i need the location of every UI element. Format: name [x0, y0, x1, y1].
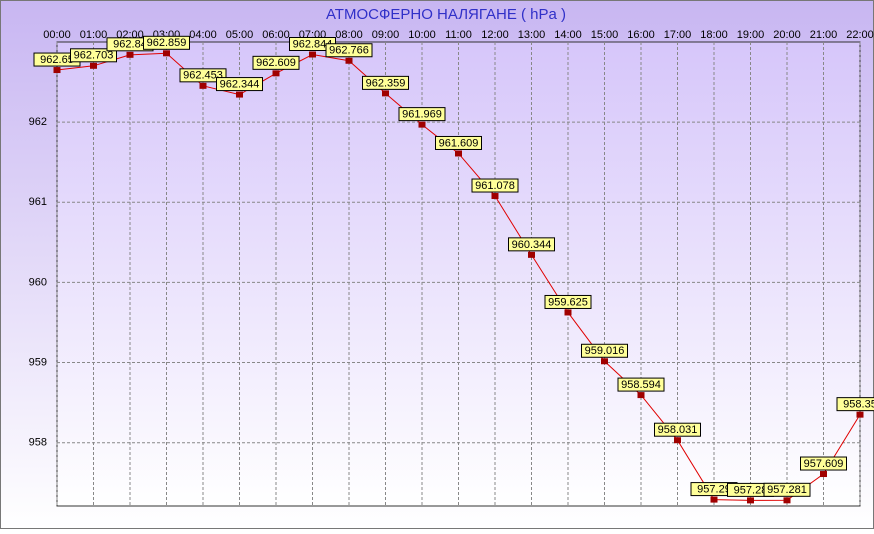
marker — [418, 121, 426, 128]
data-label: 958.031 — [658, 424, 698, 436]
label-box — [617, 377, 665, 392]
y-tick-label: 960 — [29, 276, 47, 288]
x-tick-label: 16:00 — [627, 29, 655, 41]
marker — [747, 497, 754, 504]
data-label: 962.609 — [256, 57, 296, 69]
data-label: 962.65 — [40, 54, 74, 66]
data-label: 962.344 — [220, 78, 260, 90]
x-tick-label: 12:00 — [481, 29, 509, 41]
marker — [856, 411, 864, 418]
label-box — [763, 482, 811, 497]
data-label: 957.29 — [697, 483, 731, 495]
label-box — [544, 294, 592, 309]
data-label: 962.84 — [113, 39, 147, 51]
data-label: 962.703 — [74, 50, 114, 62]
x-tick-label: 04:00 — [189, 29, 217, 41]
y-tick-label: 958 — [29, 437, 47, 449]
marker — [491, 193, 499, 200]
marker — [382, 90, 389, 97]
x-tick-label: 06:00 — [262, 29, 290, 41]
data-label: 957.28 — [734, 484, 768, 496]
data-label: 961.609 — [439, 137, 479, 149]
x-tick-label: 01:00 — [80, 29, 108, 41]
data-label: 962.859 — [147, 37, 187, 49]
label-box — [471, 178, 519, 193]
label-box — [581, 343, 628, 358]
marker — [637, 392, 645, 399]
marker — [309, 51, 316, 58]
marker — [272, 70, 280, 77]
marker — [601, 358, 608, 365]
label-box — [654, 422, 701, 437]
data-label: 962.844 — [293, 38, 333, 50]
marker — [783, 497, 791, 504]
marker — [199, 82, 207, 89]
data-label: 959.625 — [548, 296, 588, 308]
data-label: 958.35 — [843, 399, 874, 411]
data-label: 957.281 — [767, 484, 807, 496]
x-tick-label: 17:00 — [664, 29, 692, 41]
marker — [236, 91, 243, 98]
x-tick-label: 09:00 — [372, 29, 400, 41]
data-label: 962.453 — [183, 70, 223, 82]
data-label: 959.016 — [585, 345, 625, 357]
y-tick-label: 962 — [29, 116, 47, 128]
data-label: 958.594 — [621, 379, 661, 391]
x-tick-label: 15:00 — [591, 29, 619, 41]
y-tick-label: 961 — [29, 196, 47, 208]
marker — [710, 496, 718, 503]
data-label: 960.344 — [512, 239, 552, 251]
y-tick-label: 959 — [29, 356, 47, 368]
x-tick-label: 13:00 — [518, 29, 546, 41]
x-tick-label: 08:00 — [335, 29, 363, 41]
marker — [90, 62, 97, 69]
label-box — [800, 456, 847, 471]
data-label: 962.359 — [366, 77, 406, 89]
x-tick-label: 19:00 — [737, 29, 765, 41]
label-box — [179, 68, 227, 83]
label-box — [362, 75, 409, 90]
x-tick-label: 20:00 — [773, 29, 801, 41]
x-tick-label: 00:00 — [43, 29, 71, 41]
x-tick-label: 11:00 — [445, 29, 472, 41]
chart-title: АТМОСФЕРНО НАЛЯГАНЕ ( hPa ) — [326, 6, 566, 23]
label-box — [508, 237, 555, 252]
marker — [53, 67, 61, 74]
label-box — [398, 107, 446, 122]
marker — [820, 471, 827, 478]
marker — [674, 437, 681, 444]
marker — [126, 51, 134, 58]
x-tick-label: 22:00 — [846, 29, 874, 41]
x-tick-label: 10:00 — [408, 29, 436, 41]
label-box — [325, 43, 373, 58]
marker — [528, 251, 535, 258]
label-box — [70, 48, 117, 63]
label-box — [216, 77, 263, 92]
marker — [163, 50, 170, 57]
label-box — [435, 135, 482, 150]
label-box — [143, 35, 190, 50]
data-label: 961.969 — [402, 109, 442, 121]
label-box — [252, 55, 300, 70]
data-label: 957.609 — [804, 458, 844, 470]
x-tick-label: 21:00 — [810, 29, 838, 41]
x-tick-label: 14:00 — [554, 29, 582, 41]
data-label: 961.078 — [475, 180, 515, 192]
marker — [564, 309, 572, 316]
data-label: 962.766 — [329, 45, 369, 57]
x-tick-label: 05:00 — [226, 29, 254, 41]
marker — [455, 150, 462, 157]
label-box — [836, 397, 874, 412]
marker — [345, 57, 353, 64]
x-tick-label: 18:00 — [700, 29, 728, 41]
